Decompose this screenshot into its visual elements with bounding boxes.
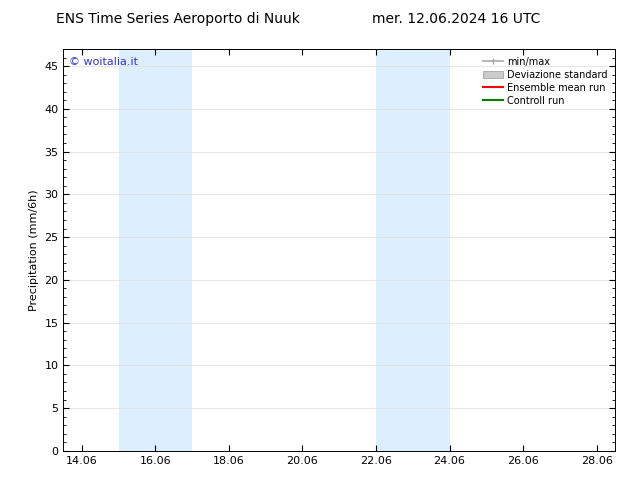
Bar: [376, 49, 450, 451]
Text: © woitalia.it: © woitalia.it: [69, 57, 138, 67]
Text: ENS Time Series Aeroporto di Nuuk: ENS Time Series Aeroporto di Nuuk: [56, 12, 299, 26]
Text: mer. 12.06.2024 16 UTC: mer. 12.06.2024 16 UTC: [372, 12, 541, 26]
Bar: [119, 49, 192, 451]
Legend: min/max, Deviazione standard, Ensemble mean run, Controll run: min/max, Deviazione standard, Ensemble m…: [481, 54, 610, 108]
Y-axis label: Precipitation (mm/6h): Precipitation (mm/6h): [29, 189, 39, 311]
